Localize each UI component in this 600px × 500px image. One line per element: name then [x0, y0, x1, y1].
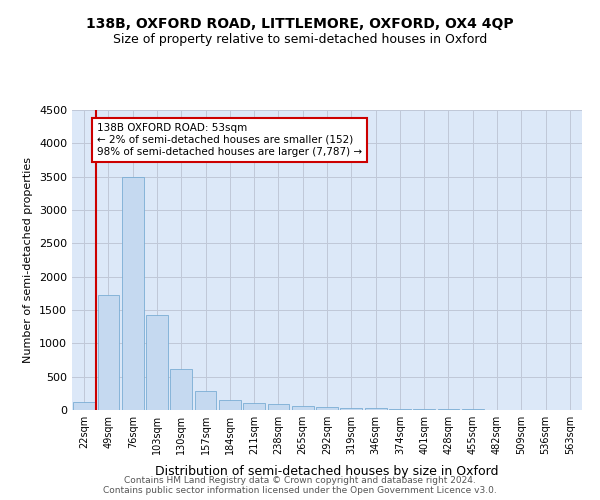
Bar — [97, 296, 119, 410]
Bar — [340, 408, 362, 410]
Bar — [122, 176, 143, 410]
Bar — [365, 408, 386, 410]
Bar — [73, 402, 95, 410]
Text: 138B OXFORD ROAD: 53sqm
← 2% of semi-detached houses are smaller (152)
98% of se: 138B OXFORD ROAD: 53sqm ← 2% of semi-det… — [97, 124, 362, 156]
Bar — [268, 404, 289, 410]
Bar — [194, 390, 217, 410]
Text: 138B, OXFORD ROAD, LITTLEMORE, OXFORD, OX4 4QP: 138B, OXFORD ROAD, LITTLEMORE, OXFORD, O… — [86, 18, 514, 32]
X-axis label: Distribution of semi-detached houses by size in Oxford: Distribution of semi-detached houses by … — [155, 466, 499, 478]
Bar — [316, 407, 338, 410]
Bar — [243, 402, 265, 410]
Bar — [170, 368, 192, 410]
Y-axis label: Number of semi-detached properties: Number of semi-detached properties — [23, 157, 34, 363]
Text: Contains public sector information licensed under the Open Government Licence v3: Contains public sector information licen… — [103, 486, 497, 495]
Bar — [389, 408, 411, 410]
Bar — [413, 409, 435, 410]
Text: Size of property relative to semi-detached houses in Oxford: Size of property relative to semi-detach… — [113, 32, 487, 46]
Bar — [219, 400, 241, 410]
Bar — [292, 406, 314, 410]
Bar — [146, 314, 168, 410]
Text: Contains HM Land Registry data © Crown copyright and database right 2024.: Contains HM Land Registry data © Crown c… — [124, 476, 476, 485]
